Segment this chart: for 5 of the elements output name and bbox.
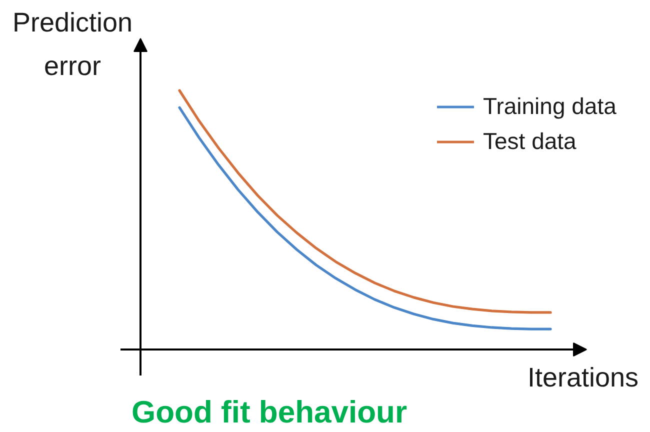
text: Good fit behaviour bbox=[132, 394, 408, 430]
legend-label: Test data bbox=[483, 128, 576, 155]
legend-label: Training data bbox=[483, 93, 616, 120]
x-axis-title: Iterations bbox=[527, 362, 639, 392]
y-axis-title: Prediction error bbox=[12, 8, 133, 81]
